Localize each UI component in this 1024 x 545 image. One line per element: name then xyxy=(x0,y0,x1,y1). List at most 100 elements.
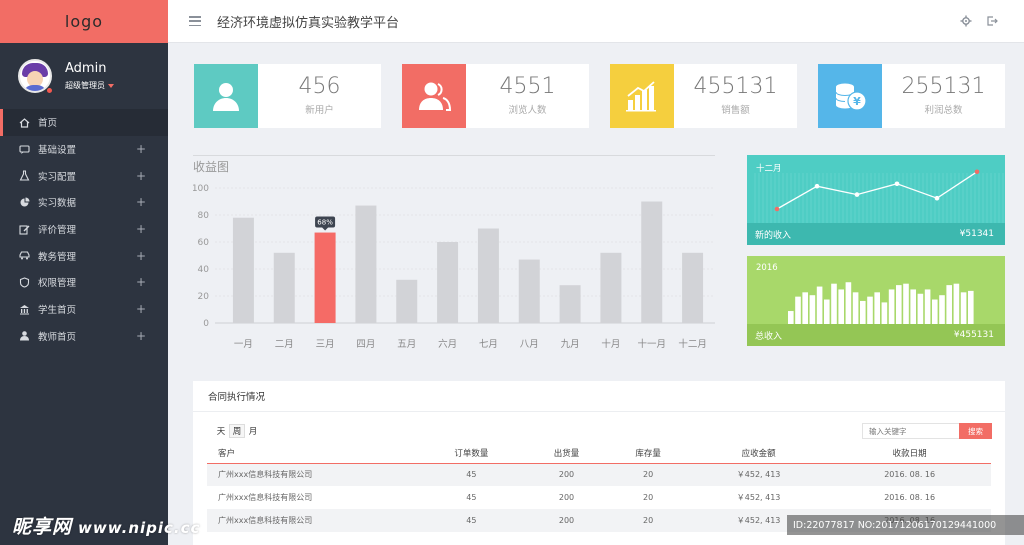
edit-icon xyxy=(19,224,30,235)
x-tick-label: 五月 xyxy=(397,339,416,350)
revenue-chart: 收益图 0 20 40 60 80 100 一月 二月 三月 68% 四月 五月 六月 七月 八月 九月 十月 十… xyxy=(193,155,717,355)
income-bar xyxy=(867,296,873,324)
sidebar-item[interactable]: 权限管理 + xyxy=(0,269,168,296)
stat-card[interactable]: 456 新用户 xyxy=(194,64,381,128)
column-header[interactable]: 收款日期 xyxy=(828,444,991,464)
sidebar-item[interactable]: 学生首页 + xyxy=(0,296,168,323)
expand-plus-icon[interactable]: + xyxy=(135,248,146,263)
table-cell: 45 xyxy=(466,493,477,502)
logo[interactable]: logo xyxy=(0,0,168,43)
sidebar-item-label: 评价管理 xyxy=(38,225,77,237)
monthly-income-card: 十二月 新的收入 ¥51341 xyxy=(747,155,1005,245)
sidebar-item[interactable]: 教务管理 + xyxy=(0,242,168,269)
bar xyxy=(559,285,581,323)
mini-card-label: 十二月 xyxy=(756,164,782,174)
hamburger-menu-icon[interactable] xyxy=(189,16,201,26)
bar xyxy=(600,252,622,323)
table-cell: 20 xyxy=(642,493,654,502)
x-tick-label: 九月 xyxy=(561,338,580,350)
column-header[interactable]: 出货量 xyxy=(525,444,608,464)
caret-down-icon xyxy=(108,83,114,88)
sidebar-item[interactable]: 首页 xyxy=(0,109,168,136)
income-bar xyxy=(838,289,844,324)
period-tab[interactable]: 月 xyxy=(248,427,258,437)
sidebar-item[interactable]: 评价管理 + xyxy=(0,216,168,243)
mini-card-footer-value: ¥51341 xyxy=(959,229,994,239)
x-tick-label: 十二月 xyxy=(678,338,707,350)
coins-icon: ¥ xyxy=(818,64,882,128)
watermark-id: ID:22077817 NO:20171206170129441000 xyxy=(787,515,1024,535)
sidebar-item[interactable]: 教师首页 + xyxy=(0,323,168,350)
bar xyxy=(518,259,540,323)
mini-card-footer-label: 新的收入 xyxy=(755,230,792,241)
x-tick-label: 十一月 xyxy=(637,338,666,350)
period-tab[interactable]: 周 xyxy=(229,424,245,438)
stat-value: 456 xyxy=(298,74,341,99)
column-header[interactable]: 库存量 xyxy=(607,444,689,464)
expand-plus-icon[interactable]: + xyxy=(135,222,146,237)
search-input[interactable] xyxy=(862,423,960,439)
stat-card[interactable]: ¥255131 利润总数 xyxy=(818,64,1005,128)
line-point xyxy=(854,192,860,197)
income-bar xyxy=(881,302,888,324)
income-bar xyxy=(795,296,801,324)
tooltip-box xyxy=(315,216,336,228)
sidebar-item-label: 实习数据 xyxy=(38,198,77,210)
sidebar-item[interactable]: 基础设置 + xyxy=(0,136,168,163)
total-income-card: 2016 总收入 ¥455131 xyxy=(747,256,1005,346)
income-bar xyxy=(896,285,902,324)
sidebar-item-label: 首页 xyxy=(38,118,58,130)
income-bar xyxy=(852,292,859,324)
column-header[interactable]: 客户 xyxy=(207,444,417,464)
stat-value: 255131 xyxy=(901,74,986,99)
gear-icon[interactable] xyxy=(960,15,972,27)
income-bar xyxy=(960,292,967,324)
expand-plus-icon[interactable]: + xyxy=(135,275,146,290)
column-header[interactable]: 订单数量 xyxy=(417,444,526,464)
expand-plus-icon[interactable]: + xyxy=(135,302,146,317)
pie-chart-icon xyxy=(19,197,30,208)
expand-plus-icon[interactable]: + xyxy=(135,142,146,157)
income-bar xyxy=(903,283,909,324)
bank-icon xyxy=(19,304,30,315)
mini-card-footer-value: ¥455131 xyxy=(953,330,994,340)
bar-chart-icon xyxy=(610,64,674,128)
stat-card[interactable]: 455131 销售额 xyxy=(610,64,797,128)
income-bar xyxy=(860,300,866,324)
sidebar-item[interactable]: 实习数据 + xyxy=(0,189,168,216)
sidebar-item[interactable]: 实习配置 + xyxy=(0,162,168,189)
expand-plus-icon[interactable]: + xyxy=(135,168,146,183)
x-tick-label: 十月 xyxy=(601,338,620,350)
table-cell: 20 xyxy=(607,463,689,486)
avatar[interactable] xyxy=(18,59,52,93)
x-tick-label: 二月 xyxy=(275,339,294,350)
stat-card[interactable]: 4551 浏览人数 xyxy=(402,64,589,128)
table-cell: 广州xxx信息科技有限公司 xyxy=(218,493,313,502)
expand-plus-icon[interactable]: + xyxy=(135,195,146,210)
search-button[interactable]: 搜索 xyxy=(959,423,992,439)
user-profile[interactable]: Admin 超级管理员 xyxy=(0,43,168,109)
income-bar xyxy=(932,299,938,324)
column-header[interactable]: 应收金额 xyxy=(688,444,829,464)
logout-icon[interactable] xyxy=(986,15,998,27)
chat-icon xyxy=(19,144,30,155)
revenue-bar-chart: 0 20 40 60 80 100 一月 二月 三月 68% 四月 五月 六月 七月 八月 九月 十月 十一月 十二… xyxy=(193,184,715,350)
period-tab[interactable]: 天 xyxy=(216,427,226,437)
page-title: 经济环境虚拟仿真实验教学平台 xyxy=(217,15,400,31)
y-tick-label: 40 xyxy=(198,265,210,275)
y-tick-label: 20 xyxy=(198,292,210,302)
table-cell: 20 xyxy=(607,509,689,532)
sidebar-nav: 首页 基础设置 + 实习配置 + 实习数据 + 评价管理 + 教务管理 + 权限管理 + 学生首页 + 教师首… xyxy=(0,109,168,349)
sidebar-item-label: 学生首页 xyxy=(38,305,77,317)
bar xyxy=(682,252,704,323)
table-cell: 200 xyxy=(525,509,608,532)
sidebar-item-label: 权限管理 xyxy=(38,278,77,290)
bar xyxy=(273,252,295,323)
expand-plus-icon[interactable]: + xyxy=(135,328,146,343)
table-cell: 2016. 08. 16 xyxy=(828,463,991,486)
profile-role-dropdown[interactable]: 超级管理员 xyxy=(65,80,114,91)
tooltip-pointer xyxy=(322,227,329,231)
